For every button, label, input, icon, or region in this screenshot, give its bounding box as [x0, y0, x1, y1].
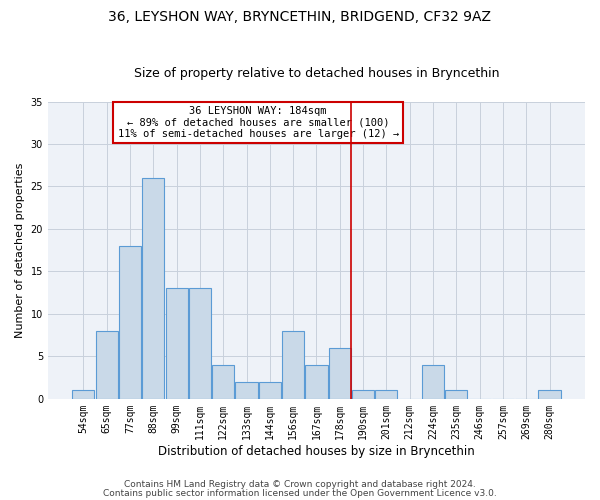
Bar — [189, 288, 211, 399]
Text: Contains HM Land Registry data © Crown copyright and database right 2024.: Contains HM Land Registry data © Crown c… — [124, 480, 476, 489]
Bar — [329, 348, 351, 399]
Bar — [95, 331, 118, 399]
Bar — [212, 365, 235, 399]
Bar — [538, 390, 560, 399]
Bar — [376, 390, 397, 399]
X-axis label: Distribution of detached houses by size in Bryncethin: Distribution of detached houses by size … — [158, 444, 475, 458]
Bar — [282, 331, 304, 399]
Bar — [142, 178, 164, 399]
Bar — [73, 390, 94, 399]
Text: 36 LEYSHON WAY: 184sqm
← 89% of detached houses are smaller (100)
11% of semi-de: 36 LEYSHON WAY: 184sqm ← 89% of detached… — [118, 106, 399, 139]
Text: 36, LEYSHON WAY, BRYNCETHIN, BRIDGEND, CF32 9AZ: 36, LEYSHON WAY, BRYNCETHIN, BRIDGEND, C… — [109, 10, 491, 24]
Bar — [422, 365, 444, 399]
Bar — [235, 382, 257, 399]
Text: Contains public sector information licensed under the Open Government Licence v3: Contains public sector information licen… — [103, 489, 497, 498]
Bar — [352, 390, 374, 399]
Bar — [119, 246, 141, 399]
Bar — [166, 288, 188, 399]
Y-axis label: Number of detached properties: Number of detached properties — [15, 162, 25, 338]
Title: Size of property relative to detached houses in Bryncethin: Size of property relative to detached ho… — [134, 66, 499, 80]
Bar — [305, 365, 328, 399]
Bar — [259, 382, 281, 399]
Bar — [445, 390, 467, 399]
